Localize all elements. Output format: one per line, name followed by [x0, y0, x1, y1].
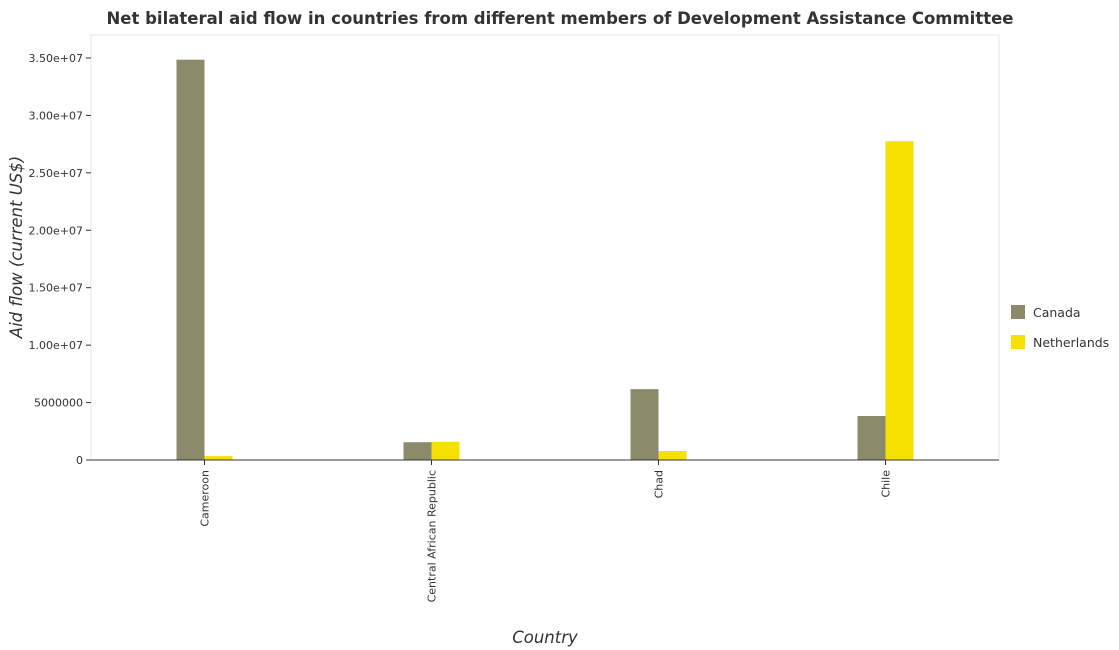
bar-netherlands-chad [658, 451, 687, 460]
bar-canada-chile [857, 416, 886, 460]
chart-title: Net bilateral aid flow in countries from… [106, 9, 1013, 28]
legend-swatch-netherlands [1011, 335, 1025, 349]
plot-area [90, 34, 1000, 461]
bars-group [176, 59, 914, 460]
x-axis-ticks: Cameroon Central African Republic Chad Chil… [199, 460, 893, 602]
legend-label-canada: Canada [1033, 305, 1081, 320]
x-axis-label: Country [512, 628, 578, 647]
bar-canada-chad [630, 389, 659, 460]
legend: Canada Netherlands [1011, 305, 1109, 350]
y-tick-label: 1.50e+07 [29, 282, 83, 295]
y-tick-label: 5000000 [34, 397, 83, 410]
y-axis-label: Aid flow (current US$) [7, 156, 26, 339]
y-tick-label: 1.00e+07 [29, 339, 83, 352]
bar-netherlands-chile [885, 141, 914, 460]
legend-label-netherlands: Netherlands [1033, 335, 1109, 350]
y-tick-label: 2.00e+07 [29, 224, 83, 237]
y-tick-label: 0 [76, 454, 83, 467]
bar-canada-central-african-republic [403, 442, 432, 460]
x-tick-label-cameroon: Cameroon [199, 470, 212, 527]
x-tick-label-chad: Chad [653, 470, 666, 498]
y-tick-label: 3.00e+07 [29, 109, 83, 122]
bar-netherlands-cameroon [204, 456, 233, 460]
x-tick-label-chile: Chile [880, 470, 893, 498]
legend-swatch-canada [1011, 305, 1025, 319]
y-tick-label: 3.50e+07 [29, 52, 83, 65]
bar-canada-cameroon [176, 59, 205, 460]
y-tick-label: 2.50e+07 [29, 167, 83, 180]
bar-netherlands-central-african-republic [431, 441, 460, 460]
x-tick-label-central-african-republic: Central African Republic [426, 470, 439, 602]
y-axis-ticks: 0 5000000 1.00e+07 1.50e+07 2.00e+07 2.50e+07… [29, 52, 91, 467]
